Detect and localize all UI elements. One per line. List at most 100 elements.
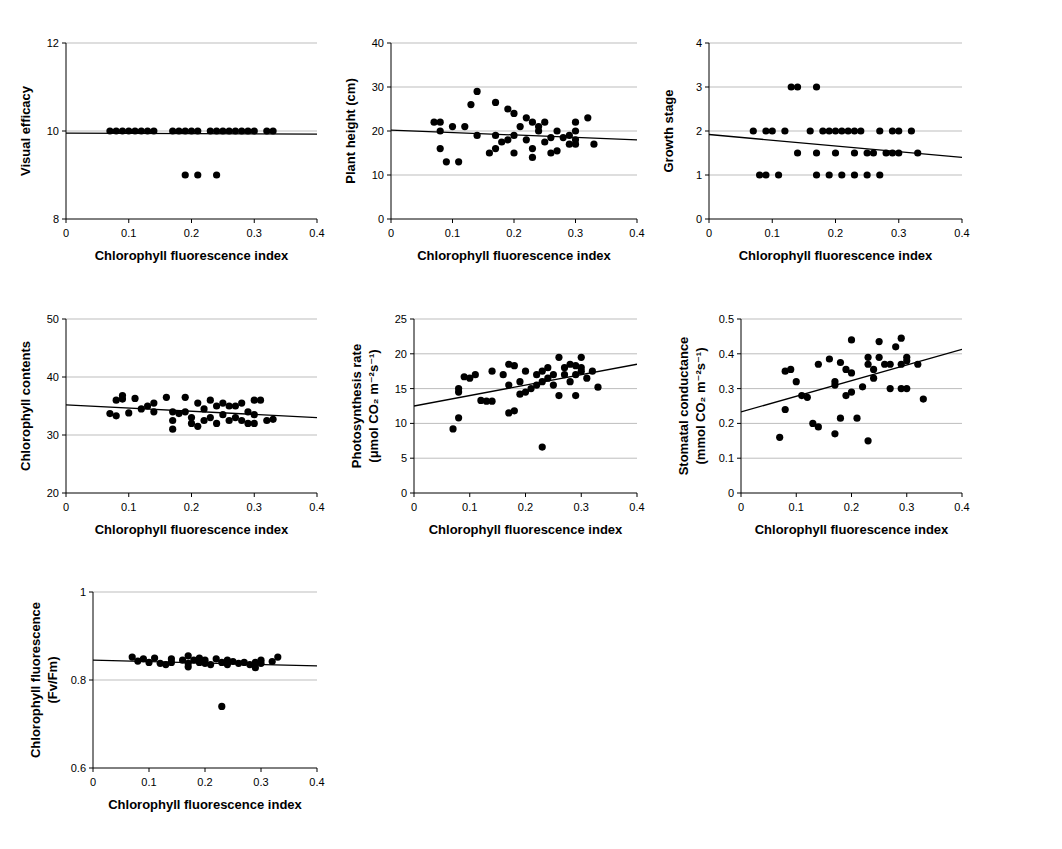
y-tick-label: 12 bbox=[47, 37, 59, 49]
y-tick-label: 4 bbox=[696, 37, 702, 49]
point bbox=[182, 171, 189, 178]
point bbox=[511, 362, 518, 369]
x-tick-label: 0.2 bbox=[184, 501, 199, 513]
grid-line bbox=[66, 435, 317, 436]
point bbox=[826, 127, 833, 134]
point bbox=[572, 119, 579, 126]
trend-line bbox=[66, 405, 317, 418]
y-tick bbox=[387, 131, 391, 132]
y-tick bbox=[410, 458, 414, 459]
point bbox=[169, 417, 176, 424]
y-tick-label: 0 bbox=[378, 213, 384, 225]
point bbox=[887, 361, 894, 368]
x-axis-label: Chlorophyll fluorescence index bbox=[95, 248, 289, 263]
point bbox=[251, 397, 258, 404]
point bbox=[555, 392, 562, 399]
point bbox=[486, 149, 493, 156]
point bbox=[876, 354, 883, 361]
x-tick-label: 0.4 bbox=[629, 501, 644, 513]
point bbox=[903, 385, 910, 392]
x-tick-label: 0 bbox=[411, 501, 417, 513]
plot-area bbox=[414, 354, 637, 451]
point bbox=[510, 149, 517, 156]
point bbox=[750, 127, 757, 134]
point bbox=[794, 83, 801, 90]
point bbox=[269, 416, 276, 423]
point bbox=[555, 354, 562, 361]
y-axis-label-line: (Fv/Fm) bbox=[45, 657, 60, 704]
point bbox=[517, 123, 524, 130]
x-tick bbox=[452, 219, 453, 223]
point bbox=[523, 114, 530, 121]
point bbox=[492, 99, 499, 106]
y-tick bbox=[737, 493, 741, 494]
y-tick-label: 25 bbox=[395, 313, 407, 325]
point bbox=[113, 412, 120, 419]
point bbox=[541, 138, 548, 145]
point bbox=[467, 101, 474, 108]
point bbox=[119, 395, 126, 402]
grid-line bbox=[741, 319, 962, 320]
y-tick-label: 15 bbox=[395, 383, 407, 395]
point bbox=[213, 402, 220, 409]
grid-line bbox=[709, 175, 962, 176]
panel: 0123400.10.20.30.4Chlorophyll fluorescen… bbox=[661, 37, 970, 263]
y-tick bbox=[410, 423, 414, 424]
x-tick bbox=[898, 219, 899, 223]
x-tick-label: 0.3 bbox=[247, 501, 262, 513]
point bbox=[826, 171, 833, 178]
y-tick-label: 3 bbox=[696, 81, 702, 93]
y-tick bbox=[387, 219, 391, 220]
point bbox=[793, 378, 800, 385]
point bbox=[864, 149, 871, 156]
y-tick bbox=[89, 680, 93, 681]
y-axis-label-line: Stomatal conductance bbox=[676, 337, 691, 476]
point bbox=[150, 400, 157, 407]
y-axis bbox=[93, 592, 94, 768]
x-tick bbox=[317, 493, 318, 497]
x-tick-label: 0.3 bbox=[891, 227, 906, 239]
point bbox=[461, 123, 468, 130]
grid-line bbox=[66, 319, 317, 320]
point bbox=[488, 368, 495, 375]
y-tick-label: 2 bbox=[696, 125, 702, 137]
x-axis bbox=[66, 493, 317, 494]
point bbox=[851, 171, 858, 178]
point bbox=[437, 145, 444, 152]
y-axis-label: Photosynthesis rate(μmol CO₂ m⁻²s⁻¹) bbox=[349, 344, 381, 468]
y-tick bbox=[737, 319, 741, 320]
point bbox=[238, 400, 245, 407]
y-tick-label: 8 bbox=[53, 213, 59, 225]
point bbox=[488, 398, 495, 405]
plot-area bbox=[391, 88, 637, 166]
y-tick bbox=[705, 43, 709, 44]
point bbox=[870, 149, 877, 156]
grid-line bbox=[741, 458, 962, 459]
trend-line bbox=[741, 349, 962, 412]
grid-line bbox=[93, 592, 317, 593]
figure: 8101200.10.20.30.4Chlorophyll fluorescen… bbox=[0, 0, 1062, 849]
trend-line bbox=[391, 130, 637, 140]
point bbox=[781, 127, 788, 134]
point bbox=[567, 378, 574, 385]
x-axis-label: Chlorophyll fluorescence index bbox=[417, 248, 611, 263]
y-axis bbox=[709, 43, 710, 219]
y-axis-label-line: Chlorophyll contents bbox=[18, 341, 33, 471]
y-axis-label: Growth stage bbox=[661, 89, 676, 172]
x-tick-label: 0.4 bbox=[954, 227, 969, 239]
point bbox=[775, 171, 782, 178]
y-axis-label: Chlorophyll contents bbox=[18, 341, 33, 471]
point bbox=[590, 141, 597, 148]
panel: 2030405000.10.20.30.4Chlorophyll fluores… bbox=[18, 313, 325, 537]
y-tick-label: 0 bbox=[401, 487, 407, 499]
point bbox=[455, 158, 462, 165]
point bbox=[807, 127, 814, 134]
x-tick-label: 0.1 bbox=[141, 776, 156, 788]
point bbox=[213, 171, 220, 178]
y-axis bbox=[741, 319, 742, 493]
point bbox=[194, 171, 201, 178]
point bbox=[892, 343, 899, 350]
panel: 8101200.10.20.30.4Chlorophyll fluorescen… bbox=[18, 37, 325, 263]
x-tick bbox=[962, 219, 963, 223]
x-tick bbox=[835, 219, 836, 223]
